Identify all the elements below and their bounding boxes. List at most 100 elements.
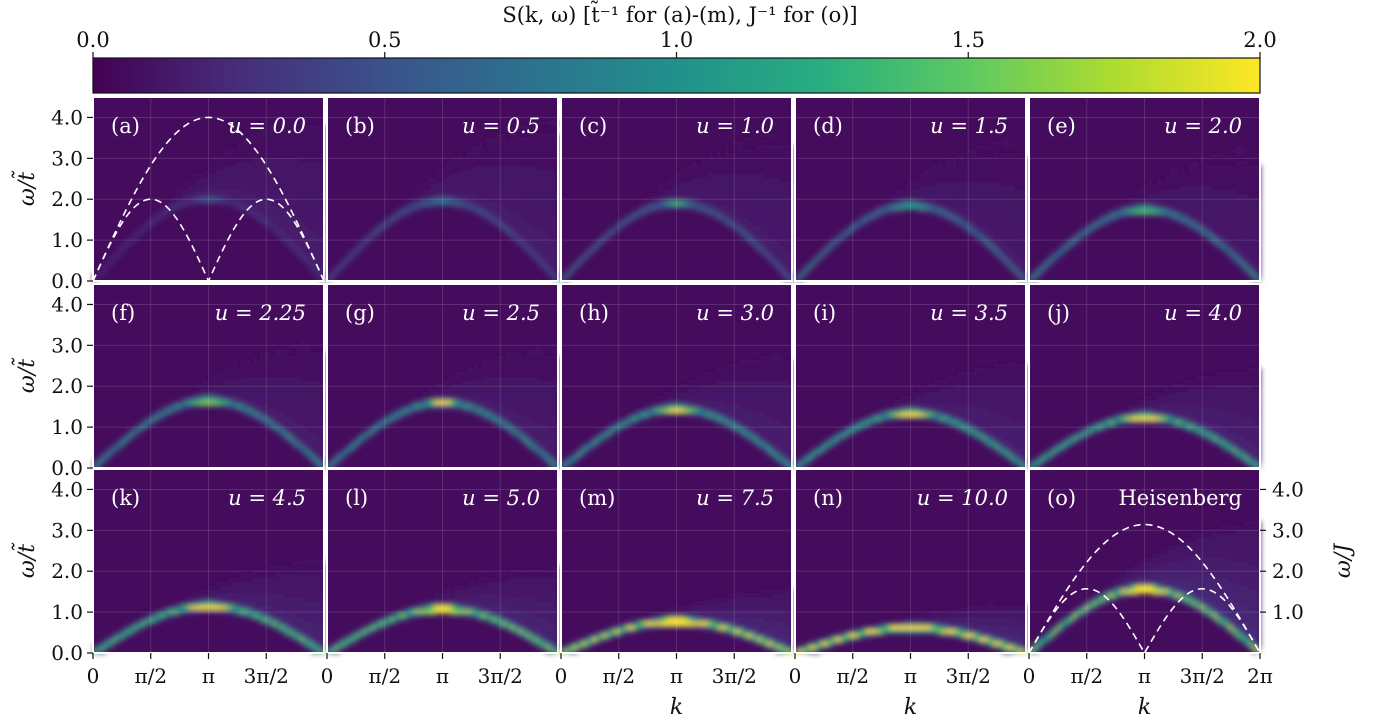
heatmap-cell <box>482 169 487 174</box>
heatmap-cell <box>918 193 924 198</box>
heatmap-cell <box>292 177 297 182</box>
panel-tag: (d) <box>813 114 843 138</box>
heatmap-cell <box>546 448 551 453</box>
heatmap-cell <box>358 436 364 441</box>
heatmap-cell <box>788 269 793 274</box>
heatmap-cell <box>494 356 499 361</box>
heatmap-cell <box>454 404 460 409</box>
heatmap-cell <box>692 400 698 405</box>
heatmap-cell <box>826 249 832 254</box>
heatmap-cell <box>172 205 178 210</box>
heatmap-cell <box>362 436 368 441</box>
heatmap-cell <box>724 209 729 214</box>
heatmap-cell <box>974 161 979 166</box>
heatmap-cell <box>692 161 698 166</box>
heatmap-cell <box>358 245 364 250</box>
heatmap <box>561 356 793 469</box>
heatmap-cell <box>530 169 535 174</box>
heatmap-cell <box>1228 253 1233 258</box>
heatmap-cell <box>550 273 555 278</box>
heatmap-cell <box>740 193 745 198</box>
heatmap-cell <box>284 376 289 381</box>
heatmap-cell <box>1188 181 1193 186</box>
heatmap-cell <box>744 189 749 194</box>
heatmap-cell <box>300 133 305 138</box>
heatmap-cell <box>522 189 527 194</box>
heatmap-cell <box>554 253 559 258</box>
heatmap-cell <box>276 177 281 182</box>
heatmap-cell <box>296 360 301 365</box>
heatmap-cell <box>652 205 658 210</box>
heatmap-cell <box>760 229 765 234</box>
heatmap-cell <box>316 257 321 262</box>
heatmap-cell <box>546 400 551 405</box>
heatmap-cell <box>252 400 257 405</box>
heatmap-cell <box>914 189 920 194</box>
heatmap-cell <box>312 392 317 397</box>
heatmap-cell <box>538 384 543 389</box>
heatmap-cell <box>982 225 987 230</box>
heatmap-cell <box>184 185 190 190</box>
heatmap-cell <box>744 217 749 222</box>
heatmap-cell <box>296 177 301 182</box>
heatmap-cell <box>522 201 527 206</box>
heatmap-cell <box>260 372 265 377</box>
heatmap-cell <box>482 149 487 154</box>
heatmap-cell <box>550 404 555 409</box>
heatmap-cell <box>534 141 539 146</box>
heatmap-cell <box>312 368 317 373</box>
heatmap-cell <box>942 185 947 190</box>
heatmap-cell <box>554 428 559 433</box>
heatmap-cell <box>772 237 777 242</box>
heatmap-cell <box>304 169 309 174</box>
heatmap-cell <box>438 173 444 178</box>
heatmap-cell <box>260 404 265 409</box>
heatmap-cell <box>1144 189 1150 194</box>
heatmap-cell <box>672 205 678 210</box>
heatmap-cell <box>784 153 789 158</box>
heatmap-cell <box>320 181 325 186</box>
heatmap-cell <box>236 177 241 182</box>
heatmap-cell <box>958 189 963 194</box>
heatmap-cell <box>728 193 733 198</box>
heatmap-cell <box>276 189 281 194</box>
heatmap-cell <box>316 205 321 210</box>
heatmap-cell <box>740 149 745 154</box>
heatmap-cell <box>1216 241 1221 246</box>
heatmap-cell <box>962 169 967 174</box>
heatmap-cell <box>236 165 241 170</box>
heatmap-cell <box>546 360 551 365</box>
heatmap-cell <box>752 189 757 194</box>
heatmap-cell <box>938 209 943 214</box>
heatmap-cell <box>288 189 293 194</box>
heatmap-cell <box>300 241 305 246</box>
heatmap-cell <box>692 408 698 413</box>
heatmap-cell <box>490 157 495 162</box>
heatmap-cell <box>316 221 321 226</box>
heatmap-cell <box>296 344 301 349</box>
heatmap-cell <box>1212 209 1217 214</box>
heatmap-cell <box>784 277 789 282</box>
heatmap-cell <box>296 384 301 389</box>
heatmap-cell <box>1252 237 1257 242</box>
heatmap-cell <box>486 412 491 417</box>
heatmap-cell <box>902 189 908 194</box>
heatmap-cell <box>288 400 293 405</box>
heatmap-cell <box>454 380 460 385</box>
heatmap-cell <box>308 153 313 158</box>
heatmap-cell <box>276 380 281 385</box>
heatmap-cell <box>668 205 674 210</box>
heatmap-cell <box>708 201 713 206</box>
heatmap-cell <box>784 161 789 166</box>
heatmap-cell <box>490 221 495 226</box>
heatmap-cell <box>252 205 257 210</box>
heatmap-cell <box>1240 257 1245 262</box>
heatmap-cell <box>704 161 709 166</box>
heatmap-cell <box>144 416 150 421</box>
heatmap-cell <box>304 356 309 361</box>
heatmap-cell <box>1022 277 1027 282</box>
heatmap-cell <box>1180 197 1185 202</box>
heatmap-cell <box>304 420 309 425</box>
heatmap-cell <box>692 412 698 417</box>
heatmap-cell <box>784 165 789 170</box>
